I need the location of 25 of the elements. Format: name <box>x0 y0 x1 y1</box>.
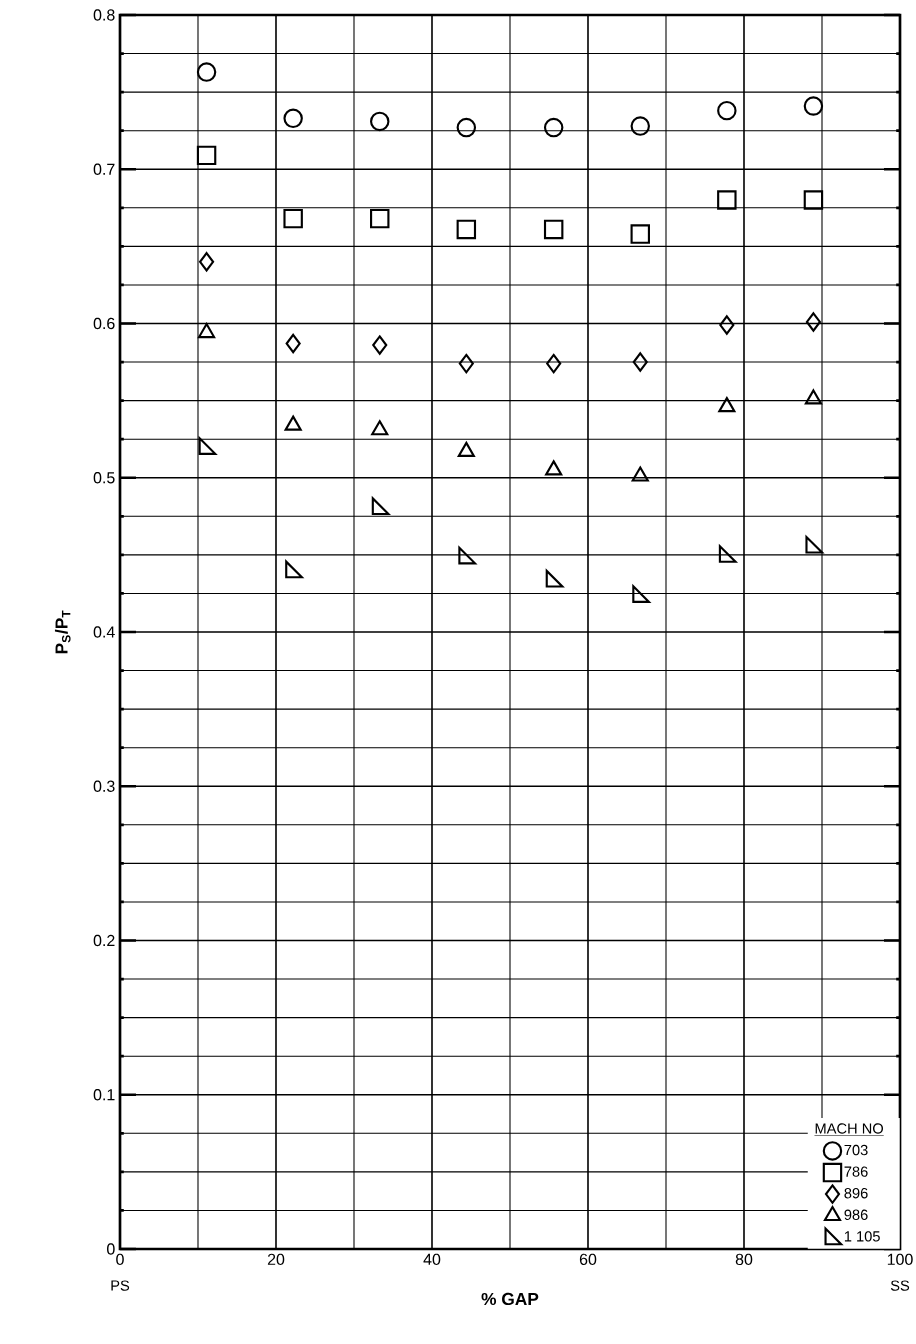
x-tick-label: 40 <box>423 1253 441 1266</box>
y-tick-label: 0.3 <box>93 780 115 792</box>
x-tick-label: 80 <box>735 1253 753 1266</box>
x-tick-label: 60 <box>579 1253 597 1266</box>
legend-label: 703 <box>844 1144 868 1156</box>
x-tick-label: 100 <box>887 1253 913 1266</box>
legend-label: 786 <box>844 1166 868 1177</box>
legend-label: 986 <box>844 1209 868 1220</box>
x-axis-title: % GAP <box>481 1292 539 1306</box>
y-tick-label: 0 <box>107 1243 115 1255</box>
y-tick-label: 0.2 <box>93 934 115 947</box>
y-tick-label: 0.4 <box>93 626 115 638</box>
y-axis-title: P$_{S}$/P$_{T}$ <box>54 610 71 654</box>
y-tick-label: 0.6 <box>93 317 115 330</box>
y-tick-label: 0.8 <box>93 9 115 21</box>
x-tick-label: 0 <box>116 1253 124 1266</box>
legend-label: 896 <box>844 1188 868 1199</box>
text: PS <box>111 1280 130 1291</box>
text: SS <box>890 1280 910 1291</box>
legend-label: 1 105 <box>844 1231 880 1242</box>
y-tick-label: 0.7 <box>93 163 115 175</box>
y-tick-label: 0.5 <box>93 472 115 484</box>
y-tick-label: 0.1 <box>93 1089 115 1101</box>
legend-title: MACH NO <box>815 1123 884 1134</box>
x-tick-label: 20 <box>267 1253 285 1266</box>
